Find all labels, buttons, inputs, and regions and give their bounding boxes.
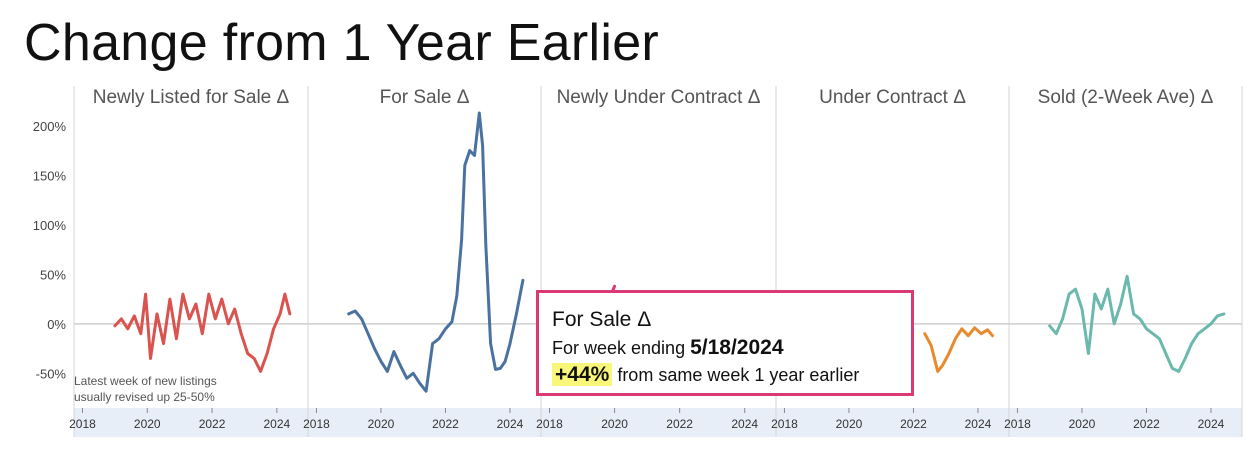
panel-4-x-tick-label: 2018 bbox=[771, 417, 798, 431]
y-tick-label: 50% bbox=[40, 267, 66, 282]
page-title: Change from 1 Year Earlier bbox=[24, 14, 660, 72]
hover-tooltip: For Sale Δ For week ending 5/18/2024 +44… bbox=[536, 290, 914, 396]
panel-3-x-tick-label: 2018 bbox=[536, 417, 563, 431]
panel-5-x-tick-label: 2018 bbox=[1004, 417, 1031, 431]
panel-5-series-line bbox=[1048, 274, 1226, 373]
panel-2-x-tick-label: 2022 bbox=[432, 417, 459, 431]
panel-1-x-tick-label: 2024 bbox=[263, 417, 290, 431]
y-tick-label: 100% bbox=[33, 218, 67, 233]
panel-3-x-tick-label: 2020 bbox=[601, 417, 628, 431]
panel-4-title: Under Contract Δ bbox=[819, 87, 966, 108]
panel-2-title: For Sale Δ bbox=[380, 87, 470, 108]
panel-2-x-tick-label: 2024 bbox=[497, 417, 524, 431]
panel-4-x-axis-band bbox=[776, 408, 1009, 437]
panel-1-x-tick-label: 2018 bbox=[69, 417, 96, 431]
panel-3-x-axis-band bbox=[541, 408, 776, 437]
panel-3-x-tick-label: 2022 bbox=[666, 417, 693, 431]
tooltip-title: For Sale Δ bbox=[552, 308, 652, 331]
panel-1-series-line bbox=[113, 292, 292, 373]
panel-1-title: Newly Listed for Sale Δ bbox=[93, 87, 290, 108]
panel-1-x-tick-label: 2022 bbox=[199, 417, 226, 431]
tooltip-suffix: from same week 1 year earlier bbox=[617, 365, 860, 385]
panel-2-x-tick-label: 2020 bbox=[368, 417, 395, 431]
panel-2-x-tick-label: 2018 bbox=[303, 417, 330, 431]
tooltip-value: +44% bbox=[552, 363, 613, 386]
panel-5-x-tick-label: 2020 bbox=[1069, 417, 1096, 431]
tooltip-week-date: 5/18/2024 bbox=[690, 336, 784, 359]
panel-5-x-tick-label: 2022 bbox=[1133, 417, 1160, 431]
panel-2-x-axis-band bbox=[308, 408, 541, 437]
listing-revision-note: Latest week of new listings bbox=[74, 374, 217, 388]
panel-5-title: Sold (2-Week Ave) Δ bbox=[1038, 87, 1214, 108]
tooltip-change: +44% from same week 1 year earlier bbox=[552, 362, 911, 388]
tooltip-week-prefix: For week ending bbox=[552, 338, 686, 358]
panel-1-x-axis-band bbox=[74, 408, 308, 437]
panel-2-series-line bbox=[347, 111, 525, 393]
panel-5-x-axis-band bbox=[1009, 408, 1242, 437]
y-tick-label: 150% bbox=[33, 168, 67, 183]
panel-3-title: Newly Under Contract Δ bbox=[557, 87, 761, 108]
panel-4-x-tick-label: 2024 bbox=[965, 417, 992, 431]
panel-4-series-line bbox=[923, 326, 994, 373]
listing-revision-note: usually revised up 25-50% bbox=[74, 390, 215, 404]
y-tick-label: 0% bbox=[47, 317, 66, 332]
tooltip-week: For week ending 5/18/2024 bbox=[552, 336, 911, 360]
panel-1-x-tick-label: 2020 bbox=[134, 417, 161, 431]
y-tick-label: 200% bbox=[33, 119, 67, 134]
panel-4-x-tick-label: 2020 bbox=[836, 417, 863, 431]
panel-4-x-tick-label: 2022 bbox=[900, 417, 927, 431]
panel-3-x-tick-label: 2024 bbox=[731, 417, 758, 431]
panel-5-x-tick-label: 2024 bbox=[1198, 417, 1225, 431]
y-tick-label: -50% bbox=[36, 366, 67, 381]
